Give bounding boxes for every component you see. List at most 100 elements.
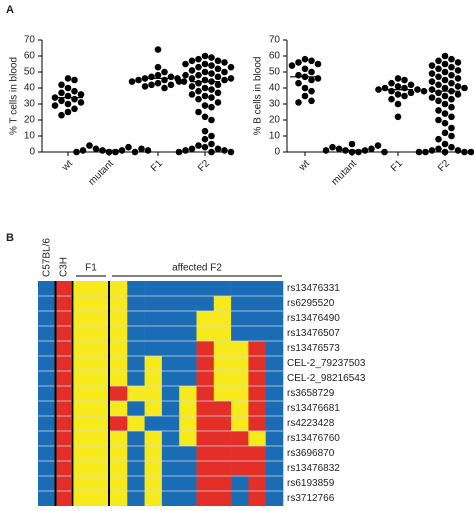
genotype-cell bbox=[196, 356, 215, 371]
genotype-cell bbox=[179, 311, 197, 326]
genotype-cell bbox=[127, 416, 145, 431]
genotype-cell bbox=[38, 281, 56, 296]
genotype-cell bbox=[161, 356, 180, 371]
genotype-cell bbox=[179, 491, 197, 506]
genotype-cell bbox=[110, 416, 128, 431]
data-point bbox=[394, 91, 402, 98]
data-point bbox=[71, 95, 78, 103]
data-point bbox=[381, 148, 388, 156]
genotype-cell bbox=[213, 401, 232, 416]
genotype-cell bbox=[127, 491, 145, 506]
data-point bbox=[401, 92, 408, 100]
x-tick-label: F2 bbox=[196, 158, 212, 174]
genotype-cell bbox=[38, 311, 56, 326]
genotype-cell bbox=[161, 431, 180, 446]
y-tick-label: 40 bbox=[24, 83, 36, 94]
data-point bbox=[435, 81, 442, 89]
data-point bbox=[295, 79, 302, 87]
data-point bbox=[301, 65, 309, 73]
data-point bbox=[201, 60, 209, 68]
genotype-cell bbox=[38, 491, 56, 506]
row-label: rs6193859 bbox=[287, 478, 335, 489]
genotype-cell bbox=[38, 326, 56, 341]
genotype-cell bbox=[231, 311, 249, 326]
data-point bbox=[195, 55, 202, 63]
data-point bbox=[154, 71, 162, 79]
data-point bbox=[221, 147, 228, 154]
row-label: rs13476507 bbox=[287, 328, 340, 339]
data-point bbox=[435, 65, 442, 73]
data-point bbox=[221, 68, 228, 76]
data-point bbox=[435, 57, 442, 65]
genotype-cell bbox=[144, 416, 163, 431]
data-point bbox=[454, 67, 462, 74]
genotype-cell bbox=[248, 401, 266, 416]
data-point bbox=[64, 84, 72, 92]
genotype-cell bbox=[110, 491, 128, 506]
data-point bbox=[407, 81, 415, 89]
data-point bbox=[92, 145, 100, 153]
y-tick-label: 40 bbox=[269, 83, 281, 94]
data-point bbox=[71, 76, 78, 84]
genotype-cell bbox=[196, 476, 215, 491]
genotype-cell bbox=[265, 401, 284, 416]
genotype-cell bbox=[231, 281, 249, 296]
data-point bbox=[375, 86, 382, 93]
genotype-cell bbox=[213, 341, 232, 356]
genotype-cell bbox=[265, 371, 284, 386]
genotype-cell bbox=[91, 371, 109, 386]
y-tick-label: 10 bbox=[24, 131, 36, 142]
x-tick-label: wt bbox=[59, 158, 75, 174]
data-point bbox=[401, 76, 408, 84]
data-point bbox=[454, 147, 462, 154]
data-point bbox=[435, 107, 442, 114]
genotype-cell bbox=[161, 476, 180, 491]
row-label: rs13476331 bbox=[287, 283, 340, 294]
data-point bbox=[112, 148, 119, 156]
data-point bbox=[161, 76, 168, 84]
data-point bbox=[381, 84, 389, 92]
data-point bbox=[182, 147, 189, 154]
data-point bbox=[64, 108, 72, 116]
row-label: rs4223428 bbox=[287, 418, 335, 429]
genotype-cell bbox=[213, 326, 232, 341]
genotype-cell bbox=[248, 296, 266, 311]
genotype-cell bbox=[179, 371, 197, 386]
genotype-cell bbox=[231, 386, 249, 401]
genotype-cell bbox=[144, 341, 163, 356]
row-label: rs13476573 bbox=[287, 343, 340, 354]
data-point bbox=[441, 68, 449, 76]
column-header: C3H bbox=[59, 257, 70, 277]
data-point bbox=[448, 79, 455, 87]
data-point bbox=[435, 89, 442, 97]
genotype-cell bbox=[265, 416, 284, 431]
data-point bbox=[208, 132, 215, 140]
data-point bbox=[105, 148, 113, 156]
genotype-cell bbox=[74, 401, 92, 416]
genotype-cell bbox=[91, 311, 109, 326]
row-label: CEL-2_98216543 bbox=[287, 373, 366, 384]
data-point bbox=[428, 147, 436, 154]
genotype-cell bbox=[196, 371, 215, 386]
data-point bbox=[329, 143, 336, 151]
data-point bbox=[314, 60, 322, 68]
genotype-cell bbox=[161, 461, 180, 476]
genotype-cell bbox=[213, 431, 232, 446]
data-point bbox=[144, 147, 152, 154]
genotype-cell bbox=[38, 401, 56, 416]
genotype-cell bbox=[231, 491, 249, 506]
data-point bbox=[208, 148, 215, 156]
genotype-cell bbox=[144, 401, 163, 416]
genotype-cell bbox=[110, 311, 128, 326]
row-label: rs3712766 bbox=[287, 493, 335, 504]
genotype-cell bbox=[231, 401, 249, 416]
data-point bbox=[415, 148, 423, 156]
data-point bbox=[441, 84, 449, 92]
data-point bbox=[414, 86, 421, 93]
genotype-cell bbox=[179, 296, 197, 311]
data-point bbox=[428, 62, 436, 69]
y-tick-label: 50 bbox=[269, 67, 281, 78]
genotype-cell bbox=[38, 371, 56, 386]
data-point bbox=[454, 83, 462, 90]
data-point bbox=[454, 91, 462, 98]
